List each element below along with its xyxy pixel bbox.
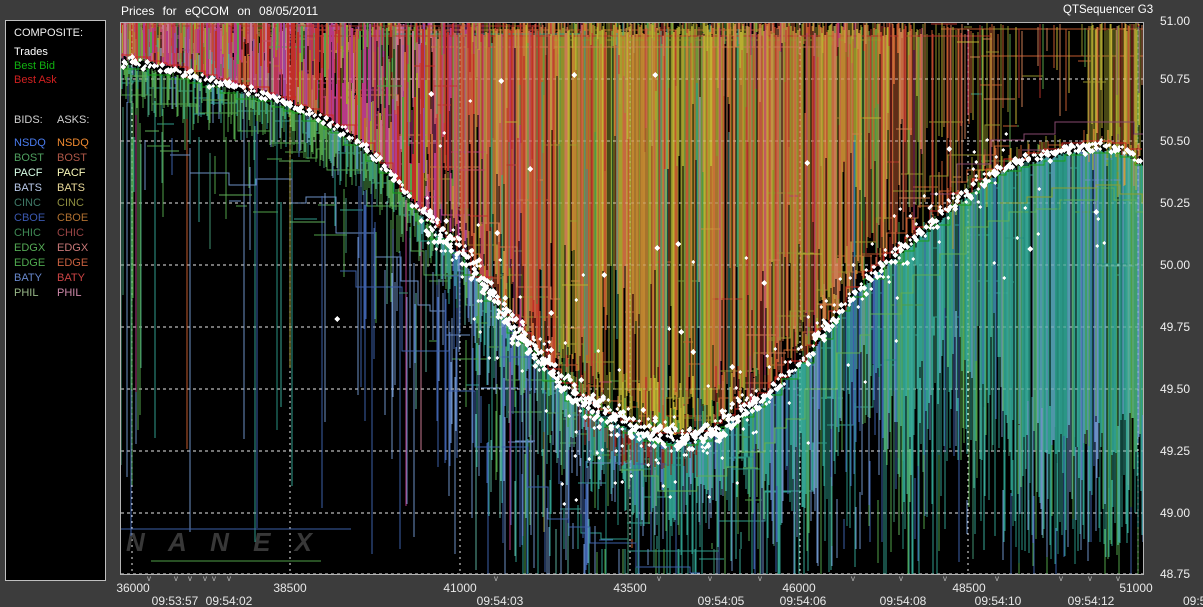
svg-text:N A N E X: N A N E X [126, 527, 320, 557]
